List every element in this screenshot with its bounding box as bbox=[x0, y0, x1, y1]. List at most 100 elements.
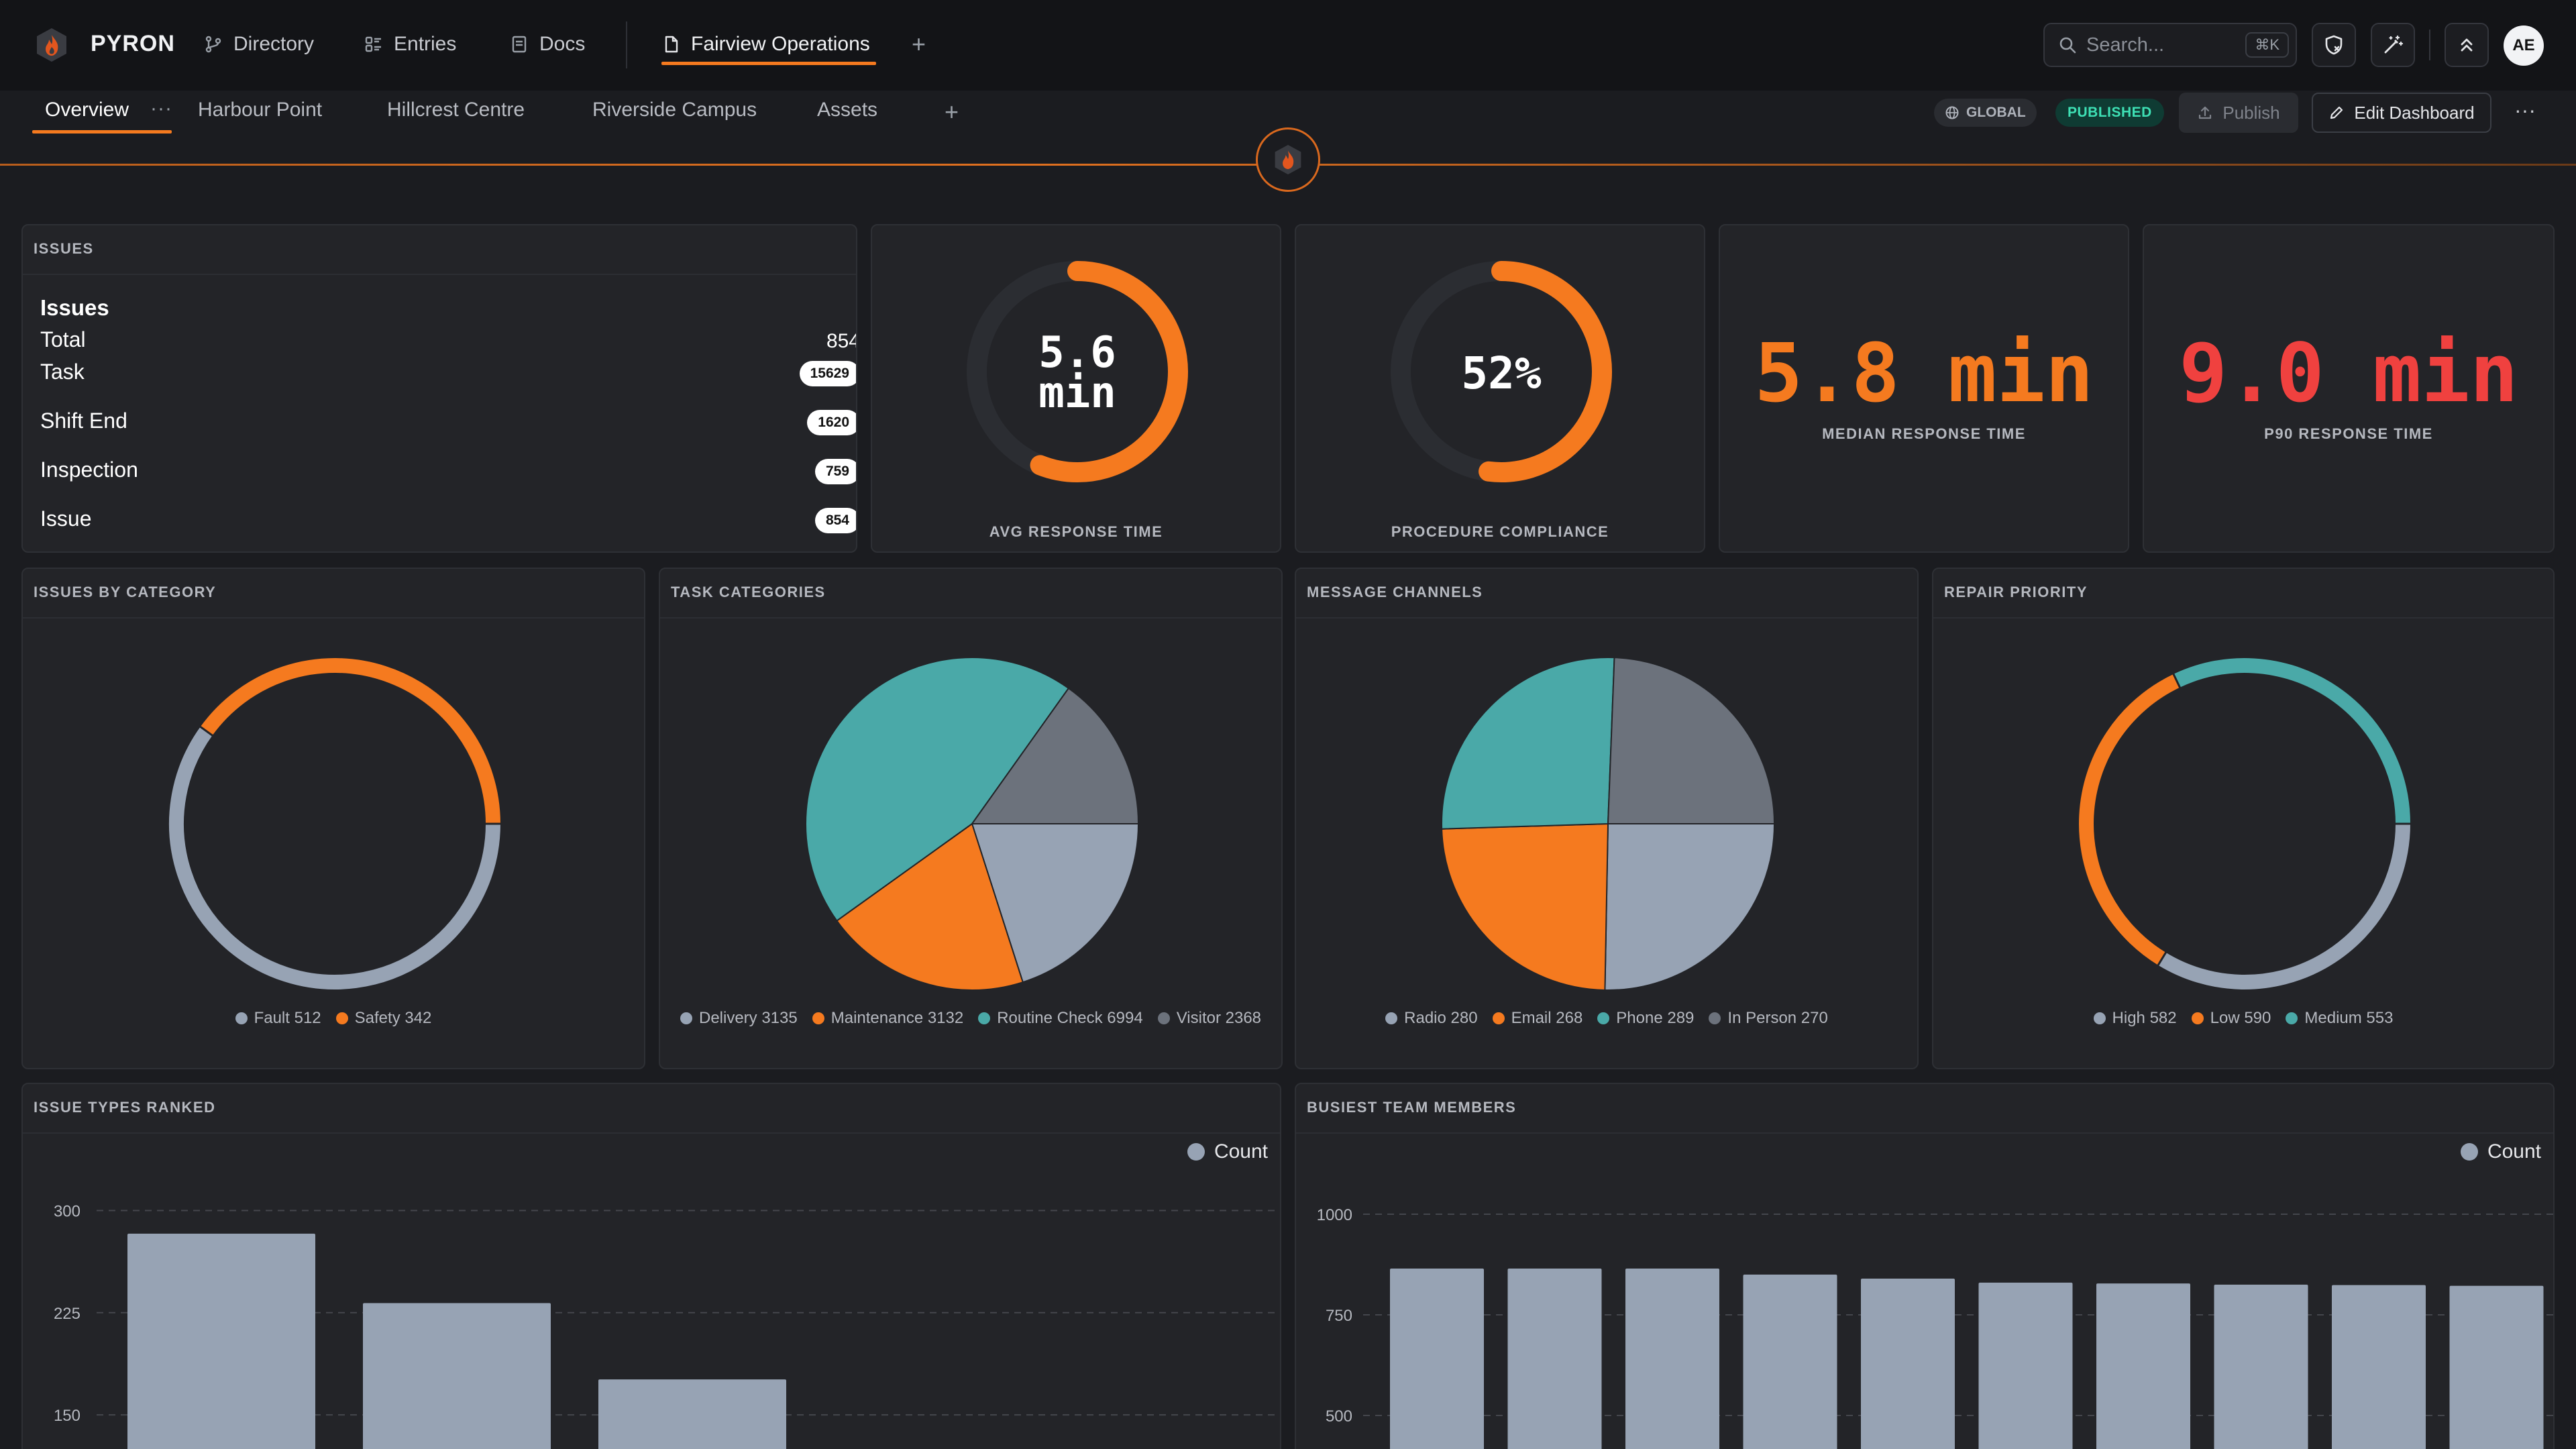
search-box[interactable]: Search... ⌘K bbox=[2043, 23, 2297, 67]
edit-dashboard-button[interactable]: Edit Dashboard bbox=[2312, 93, 2491, 133]
add-tab-button[interactable]: + bbox=[945, 98, 959, 125]
tab-riverside-campus[interactable]: Riverside Campus bbox=[592, 99, 757, 121]
issue-count-badge: 854 bbox=[814, 508, 856, 533]
pie-slice[interactable] bbox=[805, 657, 1070, 922]
pyron-logo-icon[interactable] bbox=[35, 27, 68, 63]
chart-legend: Delivery 3135 Maintenance 3132 Routine Che… bbox=[660, 1009, 1281, 1028]
legend-item[interactable]: Email 268 bbox=[1492, 1009, 1582, 1028]
bar[interactable] bbox=[2214, 1285, 2308, 1449]
legend-swatch bbox=[335, 1012, 348, 1024]
avatar[interactable]: AE bbox=[2504, 25, 2544, 66]
legend-item[interactable]: Maintenance 3132 bbox=[812, 1009, 963, 1028]
search-shortcut: ⌘K bbox=[2245, 32, 2289, 58]
bar[interactable] bbox=[2449, 1285, 2544, 1449]
bar[interactable] bbox=[1507, 1269, 1602, 1449]
tab-harbour-point[interactable]: Harbour Point bbox=[198, 99, 323, 121]
pie-slice[interactable] bbox=[836, 822, 1024, 991]
legend-item[interactable]: Delivery 3135 bbox=[680, 1009, 798, 1028]
pie-slice[interactable] bbox=[2158, 823, 2410, 989]
add-nav-tab-button[interactable]: + bbox=[912, 30, 926, 58]
pie-slice[interactable] bbox=[971, 687, 1140, 824]
nav-docs[interactable]: Docs bbox=[510, 30, 585, 59]
pie-slice[interactable] bbox=[1441, 822, 1609, 991]
nav-divider bbox=[626, 21, 627, 68]
bar[interactable] bbox=[363, 1303, 551, 1449]
y-tick-label: 150 bbox=[54, 1407, 80, 1425]
legend-swatch bbox=[680, 1012, 692, 1024]
chart-title: ISSUE TYPES RANKED bbox=[34, 1099, 216, 1116]
shield-button[interactable] bbox=[2312, 23, 2356, 67]
tab-hillcrest-centre[interactable]: Hillcrest Centre bbox=[387, 99, 525, 121]
bar[interactable] bbox=[127, 1233, 315, 1449]
legend-label: Routine Check 6994 bbox=[997, 1009, 1143, 1027]
legend-item[interactable]: Fault 512 bbox=[235, 1009, 321, 1028]
dashboard-tabs: Overview ··· Harbour Point Hillcrest Cen… bbox=[0, 91, 2576, 166]
magic-wand-button[interactable] bbox=[2371, 23, 2415, 67]
bar[interactable] bbox=[598, 1379, 786, 1449]
global-badge[interactable]: GLOBAL bbox=[1934, 99, 2037, 127]
busiest-team-members-chart: 500 750 1000 bbox=[1317, 1206, 2553, 1449]
bar[interactable] bbox=[1390, 1269, 1484, 1449]
nav-fairview-operations-label: Fairview Operations bbox=[691, 33, 870, 55]
directory-icon bbox=[205, 36, 221, 53]
collapse-button[interactable] bbox=[2445, 23, 2489, 67]
more-options-icon[interactable]: ··· bbox=[2514, 98, 2536, 122]
publish-button[interactable]: Publish bbox=[2179, 93, 2298, 133]
legend-item[interactable]: Phone 289 bbox=[1597, 1009, 1694, 1028]
legend-item[interactable]: High 582 bbox=[2093, 1009, 2177, 1028]
repair-priority-chart bbox=[2079, 658, 2411, 989]
message-channels-chart bbox=[1441, 657, 1776, 991]
pie-slice[interactable] bbox=[971, 823, 1140, 983]
edit-dashboard-label: Edit Dashboard bbox=[2354, 102, 2475, 123]
card-divider bbox=[23, 274, 856, 275]
legend-item[interactable]: Medium 553 bbox=[2286, 1009, 2393, 1028]
legend-item[interactable]: Visitor 2368 bbox=[1157, 1009, 1261, 1028]
bar[interactable] bbox=[1625, 1269, 1719, 1449]
y-tick-label: 750 bbox=[1326, 1307, 1352, 1325]
y-tick-label: 300 bbox=[54, 1202, 80, 1220]
nav-entries[interactable]: Entries bbox=[364, 30, 456, 59]
card-divider bbox=[23, 1132, 1280, 1134]
legend-item[interactable]: Safety 342 bbox=[335, 1009, 431, 1028]
issues-by-category-card: ISSUES BY CATEGORY Fault 512 Safety 342 bbox=[21, 568, 645, 1069]
search-input[interactable]: Search... bbox=[2086, 34, 2165, 56]
task-categories-chart bbox=[805, 657, 1140, 991]
pie-slice[interactable] bbox=[1607, 657, 1776, 824]
issue-label: Inspection bbox=[40, 458, 138, 482]
p90-response-card: 9.0 min P90 RESPONSE TIME bbox=[2143, 224, 2555, 553]
legend-item[interactable]: Low 590 bbox=[2191, 1009, 2271, 1028]
legend-label: Low 590 bbox=[2210, 1009, 2271, 1027]
legend-item[interactable]: Routine Check 6994 bbox=[978, 1009, 1143, 1028]
legend-swatch bbox=[1187, 1143, 1205, 1161]
bar[interactable] bbox=[1978, 1283, 2073, 1449]
pie-slice[interactable] bbox=[2174, 658, 2410, 824]
card-divider bbox=[1296, 1132, 2553, 1134]
list-item: Task 15629 bbox=[40, 360, 856, 409]
nav-directory[interactable]: Directory bbox=[204, 30, 314, 59]
bar[interactable] bbox=[1743, 1275, 1837, 1449]
pie-slice[interactable] bbox=[169, 727, 500, 989]
shield-icon bbox=[2325, 35, 2343, 55]
tab-overview-menu-icon[interactable]: ··· bbox=[150, 97, 172, 119]
compliance-card: 52% PROCEDURE COMPLIANCE bbox=[1295, 224, 1705, 553]
nav-directory-label: Directory bbox=[233, 33, 315, 55]
pie-slice[interactable] bbox=[2079, 674, 2180, 965]
issues-list: Issues Total 854 Task 15629 Shift End 16… bbox=[40, 295, 856, 539]
list-item: Issue 854 bbox=[40, 506, 856, 539]
bar[interactable] bbox=[2096, 1283, 2190, 1449]
nav-fairview-operations[interactable]: Fairview Operations bbox=[661, 30, 870, 59]
p90-response-label: P90 RESPONSE TIME bbox=[2264, 425, 2433, 442]
bar[interactable] bbox=[2332, 1285, 2426, 1449]
pie-slice[interactable] bbox=[1441, 657, 1615, 830]
active-nav-indicator bbox=[661, 62, 876, 65]
issue-types-ranked-chart: 150 225 300 bbox=[54, 1202, 1280, 1449]
legend-label: Radio 280 bbox=[1404, 1009, 1478, 1027]
pie-slice[interactable] bbox=[1604, 823, 1776, 991]
legend-label: In Person 270 bbox=[1727, 1009, 1828, 1027]
pie-slice[interactable] bbox=[200, 658, 500, 824]
legend-item[interactable]: In Person 270 bbox=[1709, 1009, 1828, 1028]
tab-assets[interactable]: Assets bbox=[817, 99, 878, 121]
tab-overview[interactable]: Overview bbox=[45, 99, 129, 121]
bar[interactable] bbox=[1861, 1279, 1955, 1449]
legend-item[interactable]: Radio 280 bbox=[1385, 1009, 1478, 1028]
